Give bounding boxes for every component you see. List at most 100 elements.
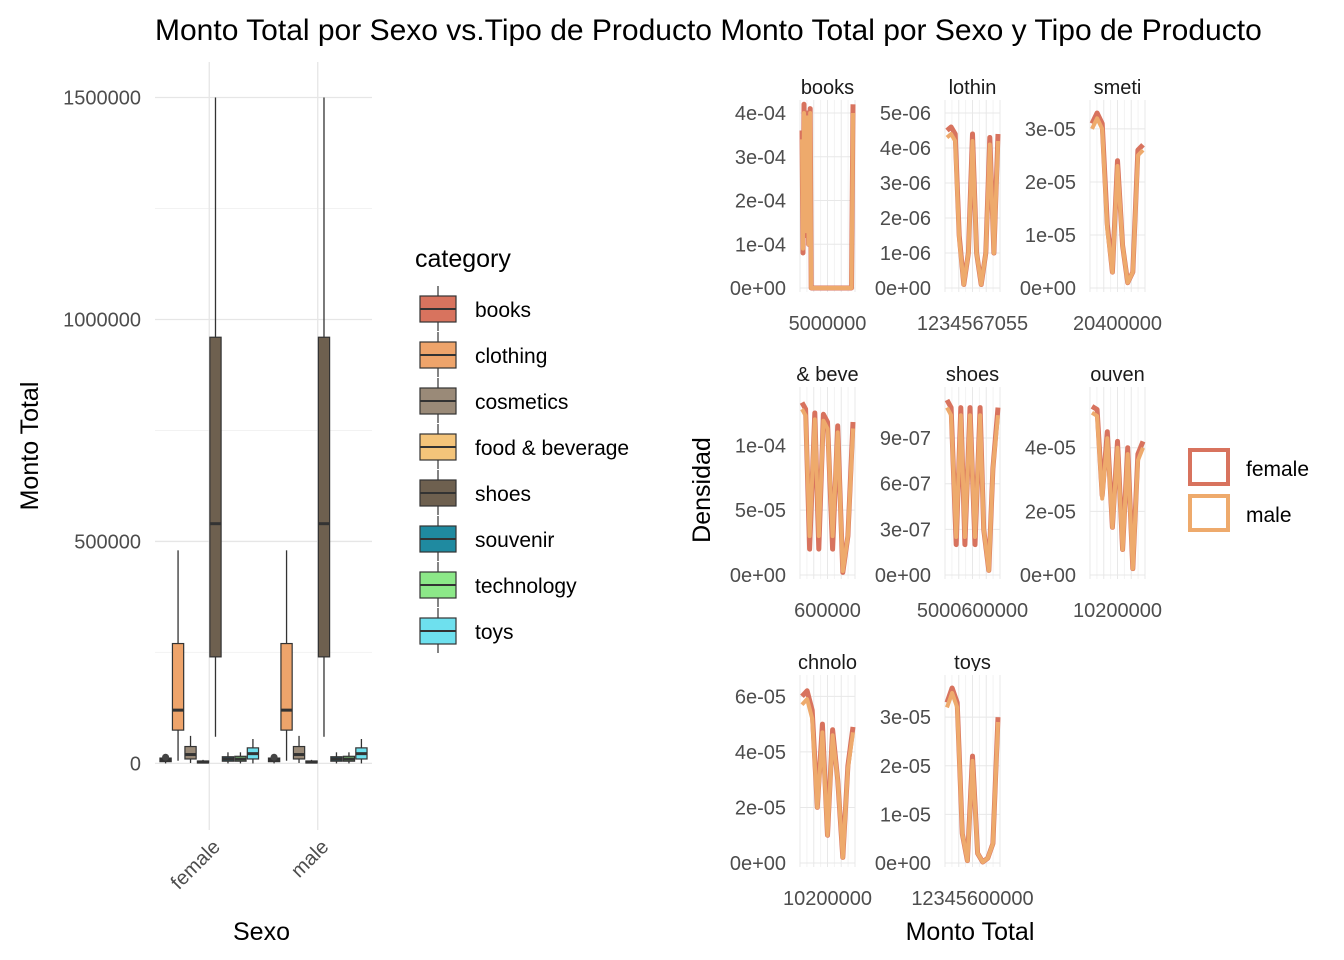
facet-y-tick-label: 2e-05: [1025, 172, 1076, 194]
box-clothing: [171, 642, 185, 731]
x-tick-label: male: [287, 836, 333, 882]
legend-item: food & beverage: [419, 424, 629, 469]
facet-cosmetics: 0e+00 1e-05 2e-05 3e-05 smeti 20400000: [1020, 77, 1162, 335]
facet-strip-label: & beve: [796, 364, 858, 386]
sex-legend-key-female: [1188, 448, 1230, 486]
facet-x-tick-label: 5000000: [789, 313, 867, 335]
facet-y-tick-label: 1e-04: [735, 234, 786, 256]
facet-y-tick-label: 4e-05: [1025, 438, 1076, 460]
box-cosmetics: [292, 745, 306, 760]
facet-y-tick-label: 6e-07: [880, 474, 931, 496]
density-line-male: [1090, 116, 1145, 285]
facet-x-tick-label: 10200000: [1073, 600, 1162, 622]
facet-souvenir: 0e+00 2e-05 4e-05 ouven 10200000: [1020, 364, 1162, 622]
category-legend: category books clothing cosmetics food & bev…: [415, 245, 629, 653]
facet-y-tick-label: 2e-05: [880, 756, 931, 778]
legend-item: clothing: [419, 332, 547, 377]
density-line-female: [945, 124, 1001, 287]
facet-y-tick-label: 0e+00: [730, 565, 786, 587]
facet-y-tick-label: 0e+00: [1020, 278, 1076, 300]
boxplot-panel: 0 500000 1000000 1500000 female male Sexo Monto…: [16, 62, 372, 946]
facet-food---beverage: 0e+00 5e-05 1e-04 & beve 600000: [730, 364, 861, 622]
facet-y-tick-label: 1e-04: [735, 435, 786, 457]
facet-y-tick-label: 2e-06: [880, 208, 931, 230]
facet-y-tick-label: 9e-07: [880, 428, 931, 450]
facet-y-tick-label: 0e+00: [730, 278, 786, 300]
density-y-axis-title: Densidad: [688, 437, 716, 543]
box-outlier: [162, 753, 170, 761]
facet-y-tick-label: 3e-05: [880, 707, 931, 729]
facet-x-tick-label: 10200000: [783, 888, 872, 910]
facet-technology: 0e+00 2e-05 4e-05 6e-05 chnolo 10200000: [730, 652, 872, 910]
facet-x-tick-label: 1234567055: [917, 313, 1028, 335]
facet-y-tick-label: 1e-06: [880, 243, 931, 265]
y-tick-label: 0: [130, 753, 141, 775]
box-outlier: [270, 753, 278, 761]
density-line-male: [800, 697, 855, 860]
facet-shoes: 0e+00 3e-07 6e-07 9e-07 shoes 5000600000: [875, 364, 1028, 622]
legend-label: shoes: [475, 483, 531, 506]
facet-clothing: 0e+00 1e-06 2e-06 3e-06 4e-06 5e-06 lothin 1234…: [875, 77, 1028, 335]
y-tick-label: 1000000: [63, 309, 141, 331]
sex-legend-label: female: [1246, 458, 1309, 481]
facet-y-tick-label: 4e-06: [880, 138, 931, 160]
facet-x-tick-label: 5000600000: [917, 600, 1028, 622]
facet-y-tick-label: 3e-04: [735, 147, 786, 169]
density-line-male: [800, 111, 855, 290]
facet-y-tick-label: 6e-05: [735, 686, 786, 708]
facet-books: 0e+00 1e-04 2e-04 3e-04 4e-04 books 5000000: [730, 77, 867, 335]
facet-y-tick-label: 5e-06: [880, 103, 931, 125]
sex-legend: female male: [1188, 448, 1309, 532]
legend-item: toys: [419, 608, 514, 653]
legend-label: food & beverage: [475, 437, 629, 460]
y-axis-title: Monto Total: [16, 382, 44, 511]
facet-x-tick-label: 600000: [794, 600, 861, 622]
legend-label: toys: [475, 621, 514, 644]
legend-item: books: [419, 286, 531, 331]
y-tick-label: 500000: [74, 531, 141, 553]
facet-y-tick-label: 0e+00: [1020, 565, 1076, 587]
y-tick-label: 1500000: [63, 88, 141, 110]
density-line-male: [1090, 411, 1145, 571]
sex-legend-label: male: [1246, 504, 1292, 527]
density-x-axis-title: Monto Total: [906, 918, 1035, 946]
facet-y-tick-label: 2e-04: [735, 191, 786, 213]
figure-title: Monto Total por Sexo vs.Tipo de Producto…: [155, 14, 1262, 47]
box-cosmetics: [184, 745, 197, 760]
facet-toys: 0e+00 1e-05 2e-05 3e-05 toys 12345600000: [875, 652, 1034, 910]
density-line-male: [945, 690, 1000, 864]
legend-label: souvenir: [475, 529, 554, 552]
box-shoes: [209, 336, 222, 658]
facet-y-tick-label: 1e-05: [1025, 225, 1076, 247]
legend-title: category: [415, 245, 511, 273]
facet-y-tick-label: 0e+00: [875, 278, 931, 300]
x-tick-label: female: [167, 836, 225, 894]
density-facets: 0e+001e-042e-043e-044e-04books50000000e+…: [688, 77, 1162, 946]
facet-y-tick-label: 0e+00: [730, 853, 786, 875]
sex-legend-key-male: [1188, 494, 1230, 532]
density-line-male: [945, 132, 1000, 287]
facet-y-tick-label: 1e-05: [880, 804, 931, 826]
facet-strip-label: ouven: [1090, 364, 1145, 386]
x-axis-title: Sexo: [233, 918, 290, 946]
facet-y-tick-label: 0e+00: [875, 853, 931, 875]
facet-y-tick-label: 5e-05: [735, 500, 786, 522]
facet-x-tick-label: 12345600000: [911, 888, 1033, 910]
legend-label: technology: [475, 575, 577, 598]
legend-item: shoes: [419, 470, 531, 515]
facet-y-tick-label: 3e-07: [880, 519, 931, 541]
facet-strip-label: shoes: [946, 364, 999, 386]
facet-strip-label: toys: [954, 652, 991, 674]
legend-label: clothing: [475, 345, 547, 368]
facet-strip-label: chnolo: [798, 652, 857, 674]
density-line-male: [945, 406, 1000, 573]
facet-strip-label: smeti: [1094, 77, 1142, 99]
facet-strip-label: lothin: [949, 77, 997, 99]
legend-label: cosmetics: [475, 391, 568, 414]
facet-y-tick-label: 2e-05: [1025, 501, 1076, 523]
legend-item: cosmetics: [419, 378, 568, 423]
facet-y-tick-label: 4e-05: [735, 742, 786, 764]
box-shoes: [317, 336, 331, 658]
